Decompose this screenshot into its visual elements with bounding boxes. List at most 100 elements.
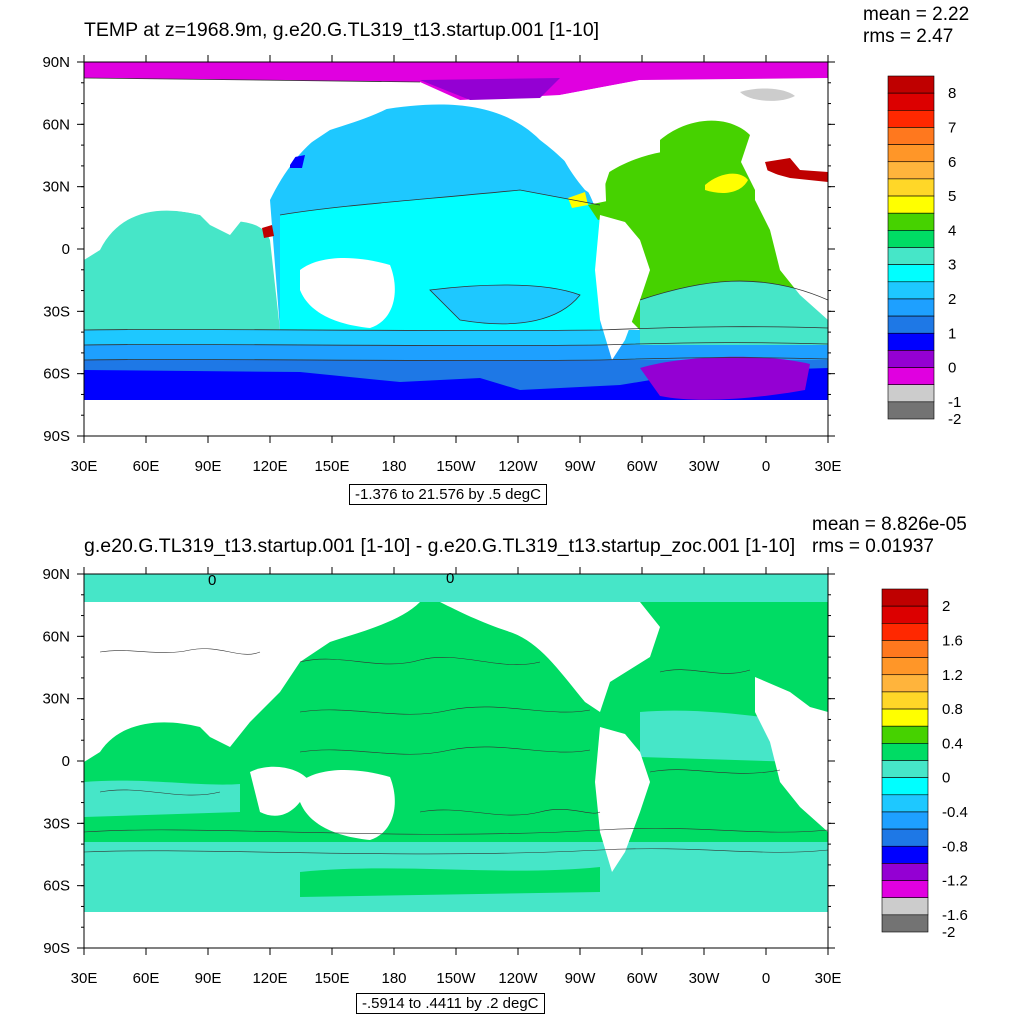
map-field [84,574,828,948]
colorbar-swatch [881,828,929,847]
colorbar: 2 1.6 1.2 0.8 0.4 0 -0.4 -0.8 -1.2 -1.6-2 [881,588,968,941]
colorbar-label: 5 [948,188,956,205]
colorbar-swatch [881,588,929,607]
colorbar-swatch [881,760,929,778]
x-tick-label: 120E [252,458,287,475]
colorbar-label: -0.4 [942,804,968,821]
colorbar-swatch [887,332,935,351]
panel-title: TEMP at z=1968.9m, g.e20.G.TL319_t13.sta… [84,19,600,41]
difference-map: 0 0 30E 60E 90E 120E 150E 180 150W 120W 90W 60W 30… [42,566,968,987]
colorbar-label: 1.6 [942,632,963,649]
contour-label: 0 [446,570,454,587]
colorbar-label: 0 [942,770,950,787]
colorbar-label: 1.2 [942,667,963,684]
colorbar-swatch [881,623,929,641]
colorbar-swatch [881,777,929,796]
colorbar-label: 0.8 [942,701,963,718]
mediterranean-water [765,158,828,182]
colorbar-swatch [887,144,935,163]
axis-ticks: 30E 60E 90E 120E 150E 180 150W 120W 90W 60W 30W 0 30… [42,566,841,987]
temperature-panel: TEMP at z=1968.9m, g.e20.G.TL319_t13.sta… [42,4,970,505]
temperature-map: 30E 60E 90E 120E 150E 180 150W 120W 90W 60W 30W 0 30… [42,54,961,475]
colorbar-swatch [887,384,935,403]
colorbar-swatch [881,743,929,761]
panel-title: g.e20.G.TL319_t13.startup.001 [1-10] - g… [84,535,796,557]
colorbar: 8 7 6 5 4 3 2 1 0 -1-2 [887,75,961,428]
colorbar-swatch [887,178,935,197]
eurasia-land [84,78,420,250]
x-tick-label: 30E [815,970,842,987]
contour-range-label: -1.376 to 21.576 by .5 degC [349,484,547,505]
x-tick-label: 30E [71,970,98,987]
rms-stat: rms = 0.01937 [812,536,934,557]
australia-land [300,258,395,328]
colorbar-swatch [887,281,935,300]
rms-stat: rms = 2.47 [863,26,954,47]
colorbar-swatch [881,674,929,693]
colorbar-swatch [881,691,929,710]
australia-land [300,770,395,840]
contour-lines [84,648,828,855]
x-tick-label: 150E [314,458,349,475]
colorbar-swatch [887,315,935,334]
south-america-land [595,727,650,872]
mean-stat: mean = 8.826e-05 [812,514,967,535]
colorbar-swatch [887,350,935,368]
x-tick-label: 60E [133,458,160,475]
axis-ticks: 30E 60E 90E 120E 150E 180 150W 120W 90W 60W 30W 0 30… [42,54,841,475]
x-tick-label: 60W [627,458,659,475]
colorbar-swatch [881,605,929,624]
north-america-land [440,602,660,712]
x-tick-label: 120E [252,970,287,987]
colorbar-swatch [887,212,935,231]
colorbar-swatch [887,367,935,385]
antarctic-shelf-water [84,368,828,400]
colorbar-swatch [881,845,929,864]
y-tick-label: 90N [42,566,70,583]
colorbar-swatch [881,897,929,916]
colorbar-swatch [887,75,935,94]
x-tick-label: 150W [436,970,476,987]
colorbar-label: 3 [948,257,956,274]
y-tick-label: 90S [43,428,70,445]
colorbar-swatch [887,161,935,180]
contour-range-label: -.5914 to .4411 by .2 degC [356,993,545,1014]
antarctica-land [84,400,828,436]
contour-label: 0 [208,572,216,589]
y-tick-label: 30N [42,179,70,196]
colorbar-swatch [881,863,929,881]
y-tick-label: 30N [42,691,70,708]
x-tick-label: 150W [436,458,476,475]
africa-land [755,165,828,320]
y-tick-label: 0 [62,241,70,258]
x-tick-label: 90E [195,970,222,987]
colorbar-swatch [881,708,929,727]
x-tick-label: 30E [815,458,842,475]
colorbar-swatch [881,880,929,898]
x-tick-label: 90W [565,970,597,987]
mean-stat: mean = 2.22 [863,4,970,25]
colorbar-label: 0 [948,360,956,377]
colorbar-swatch [881,657,929,676]
colorbar-swatch [887,92,935,111]
colorbar-label: 8 [948,85,956,102]
y-tick-label: 60S [43,878,70,895]
colorbar-label: 6 [948,154,956,171]
antarctica-land [84,912,828,948]
indian-ocean-water [84,210,280,330]
colorbar-swatch [881,811,929,830]
map-field [84,62,828,436]
x-tick-label: 180 [381,458,406,475]
x-tick-label: 60E [133,970,160,987]
colorbar-label: 2 [942,598,950,615]
colorbar-swatch [887,195,935,214]
colorbar-label: -1.6 [942,907,968,924]
colorbar-swatch [887,401,935,420]
x-tick-label: 60W [627,970,659,987]
colorbar-swatch [881,725,929,744]
colorbar-swatch [881,640,929,658]
colorbar-label: 1 [948,325,956,342]
colorbar-swatch [887,230,935,248]
x-tick-label: 150E [314,970,349,987]
colorbar-label: -2 [942,924,955,941]
